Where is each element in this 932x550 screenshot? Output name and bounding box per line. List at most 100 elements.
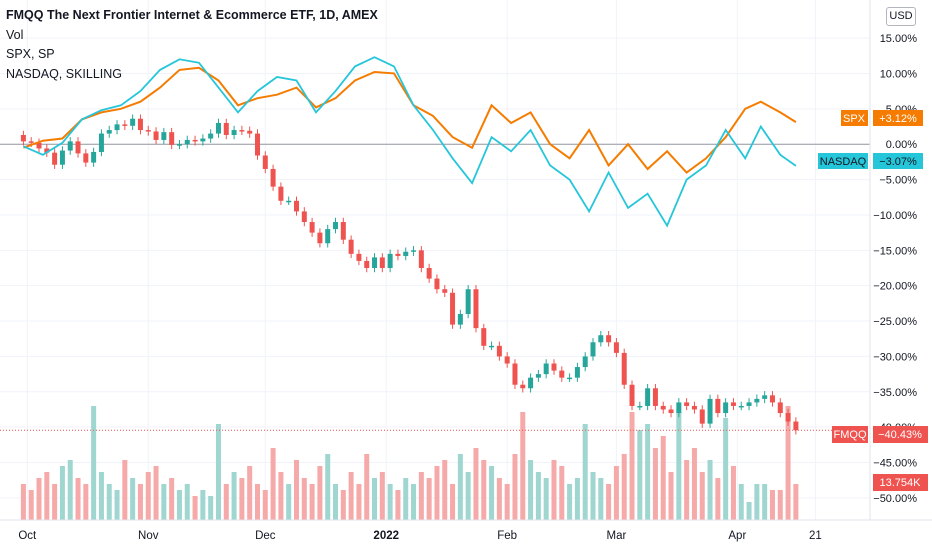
- volume-bar: [691, 448, 697, 520]
- x-tick-label: Apr: [728, 530, 746, 542]
- candle-body: [684, 402, 690, 406]
- volume-bar: [247, 466, 253, 520]
- volume-bar: [621, 454, 627, 520]
- volume-bar: [340, 490, 346, 520]
- candle-body: [309, 222, 315, 233]
- candle-body: [489, 345, 495, 348]
- x-tick-label: Nov: [138, 530, 159, 542]
- spx-badge-name: SPX: [843, 113, 866, 125]
- candle-body: [379, 257, 385, 268]
- x-tick-label: Dec: [255, 530, 276, 542]
- candle-body: [715, 398, 721, 414]
- volume-bar: [122, 460, 128, 520]
- currency-button[interactable]: USD: [886, 7, 916, 26]
- volume-bar: [489, 466, 495, 520]
- volume-bar: [130, 478, 136, 520]
- time-axis[interactable]: Oct Nov Dec 2022 Feb Mar Apr 21: [18, 530, 821, 542]
- volume-bar: [286, 484, 292, 520]
- candle-body: [528, 377, 534, 389]
- candle-body: [473, 289, 479, 329]
- y-tick-label: 15.00%: [880, 33, 918, 45]
- candle-body: [83, 153, 89, 163]
- fmqq-candles: [20, 114, 799, 435]
- nasdaq-badge-name: NASDAQ: [820, 156, 867, 168]
- candle-body: [418, 250, 424, 268]
- candle-body: [176, 144, 182, 146]
- volume-legend[interactable]: Vol: [6, 27, 24, 42]
- candle-body: [551, 363, 557, 371]
- volume-bar: [317, 466, 323, 520]
- candle-body: [200, 138, 206, 142]
- volume-bar: [161, 484, 167, 520]
- volume-bar: [356, 484, 362, 520]
- candle-body: [91, 151, 97, 163]
- volume-bar: [582, 424, 588, 520]
- candle-body: [325, 229, 331, 244]
- price-axis[interactable]: 15.00%10.00%5.00%0.00%−5.00%−10.00%−15.0…: [873, 33, 917, 505]
- volume-bar: [379, 472, 385, 520]
- nasdaq-legend[interactable]: NASDAQ, SKILLING: [6, 66, 123, 81]
- volume-bar: [723, 418, 729, 520]
- candle-body: [247, 130, 253, 134]
- volume-bars: [20, 406, 799, 520]
- volume-bar: [67, 460, 73, 520]
- volume-bar: [668, 472, 674, 520]
- candle-body: [730, 402, 736, 406]
- candle-body: [699, 409, 705, 424]
- volume-bar: [184, 484, 190, 520]
- candle-body: [231, 130, 237, 135]
- volume-bar: [364, 454, 370, 520]
- volume-bar: [372, 478, 378, 520]
- candle-body: [254, 133, 260, 156]
- volume-bar: [652, 448, 658, 520]
- candle-body: [567, 377, 573, 380]
- candle-body: [613, 342, 619, 353]
- candle-body: [161, 132, 167, 140]
- candle-body: [130, 118, 136, 126]
- volume-bar: [20, 484, 26, 520]
- candle-body: [754, 398, 760, 403]
- candle-body: [184, 139, 190, 145]
- candle-body: [777, 402, 783, 414]
- candle-body: [98, 133, 104, 152]
- spx-legend[interactable]: SPX, SP: [6, 47, 55, 61]
- volume-bar: [231, 472, 237, 520]
- volume-bar: [730, 466, 736, 520]
- candle-body: [746, 402, 752, 406]
- volume-bar: [223, 484, 229, 520]
- nasdaq-badge: NASDAQ −3.07%: [818, 153, 923, 169]
- candle-body: [442, 289, 448, 293]
- candle-body: [762, 395, 768, 399]
- candle-body: [450, 292, 456, 325]
- volume-bar: [403, 478, 409, 520]
- candle-body: [629, 384, 635, 406]
- y-tick-label: −35.00%: [873, 387, 917, 399]
- candle-body: [67, 141, 73, 151]
- candle-body: [169, 132, 175, 145]
- volume-bar: [215, 424, 221, 520]
- volume-bar: [75, 478, 81, 520]
- volume-bar: [684, 460, 690, 520]
- volume-bar: [606, 484, 612, 520]
- candle-body: [106, 130, 112, 134]
- candle-body: [333, 222, 339, 230]
- volume-bar: [762, 484, 768, 520]
- spx-badge: SPX +3.12%: [841, 110, 923, 126]
- y-tick-label: −5.00%: [879, 175, 917, 187]
- volume-bar: [52, 484, 58, 520]
- candle-body: [434, 278, 440, 290]
- symbol-title[interactable]: FMQQ The Next Frontier Internet & Ecomme…: [6, 8, 378, 22]
- volume-bar: [660, 436, 666, 520]
- volume-bar: [676, 412, 682, 520]
- candle-body: [543, 363, 549, 375]
- volume-bar: [176, 490, 182, 520]
- candle-body: [590, 342, 596, 357]
- volume-bar: [754, 484, 760, 520]
- candle-body: [317, 232, 323, 244]
- candle-body: [395, 253, 401, 256]
- candle-body: [114, 124, 120, 131]
- volume-bar: [520, 412, 526, 520]
- candle-body: [457, 313, 463, 325]
- volume-bar: [28, 490, 34, 520]
